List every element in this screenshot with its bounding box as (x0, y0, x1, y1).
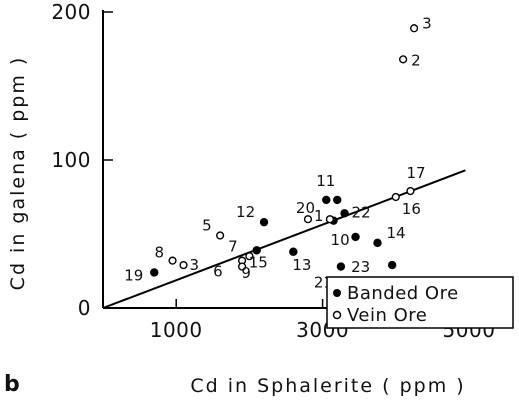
regression-line (102, 169, 466, 309)
point-label: 22 (352, 203, 371, 221)
legend-label-banded: Banded Ore (347, 283, 459, 304)
vein-ore-point (216, 231, 225, 240)
banded-ore-point (333, 195, 342, 205)
vein-ore-point (168, 256, 177, 265)
point-label: 12 (236, 203, 255, 221)
point-label: 5 (202, 216, 212, 234)
vein-ore-point (406, 186, 415, 196)
point-label: 23 (351, 258, 370, 276)
x-tick-label: 1000 (150, 318, 203, 342)
y-tick-label: 200 (51, 0, 91, 24)
banded-ore-point (259, 217, 269, 227)
point-label: 19 (124, 266, 143, 284)
point-label: 16 (402, 200, 421, 218)
vein-ore-point (410, 24, 419, 33)
vein-ore-point (325, 215, 335, 224)
banded-ore-point (289, 247, 298, 256)
y-axis-title: Cd in galena ( ppm ) (7, 56, 29, 291)
legend-box (326, 276, 514, 329)
point-label: 8 (155, 244, 165, 262)
vein-ore-point (399, 55, 408, 64)
point-label: 15 (249, 253, 268, 271)
point-label: 9 (241, 264, 251, 282)
legend-label-vein: Vein Ore (347, 305, 427, 326)
banded-ore-point (340, 209, 349, 218)
y-tick-label: 0 (78, 296, 91, 320)
legend: Banded Ore Vein Ore (326, 276, 514, 329)
point-label: 13 (292, 256, 311, 274)
vein-ore-point (237, 262, 247, 271)
banded-ore-point (387, 260, 397, 270)
point-label: 3 (422, 14, 432, 32)
legend-marker-vein (332, 310, 342, 320)
banded-ore-point (373, 238, 382, 248)
legend-marker-banded (333, 289, 341, 297)
vein-ore-point (303, 215, 313, 224)
x-axis-title: Cd in Sphalerite ( ppm ) (190, 375, 465, 397)
vein-ore-point (391, 192, 400, 202)
data-points (150, 24, 419, 277)
banded-ore-point (150, 268, 159, 277)
banded-ore-point (252, 246, 261, 255)
panel-label: b (4, 372, 20, 397)
point-label: 14 (387, 224, 406, 242)
point-label: 3 (190, 256, 200, 274)
point-label: 1 (314, 207, 324, 225)
point-label: 11 (316, 172, 335, 190)
banded-ore-point (351, 232, 360, 242)
point-label: 17 (406, 164, 425, 182)
banded-ore-point (322, 195, 331, 205)
banded-ore-point (336, 262, 346, 271)
point-label: 6 (213, 263, 223, 281)
point-label: 20 (296, 199, 315, 217)
y-tick-label: 100 (51, 148, 91, 172)
vein-ore-point (245, 252, 254, 261)
point-label: 7 (228, 238, 238, 256)
point-label: 10 (331, 231, 350, 249)
vein-ore-point (179, 260, 188, 270)
point-label: 2 (411, 51, 421, 69)
